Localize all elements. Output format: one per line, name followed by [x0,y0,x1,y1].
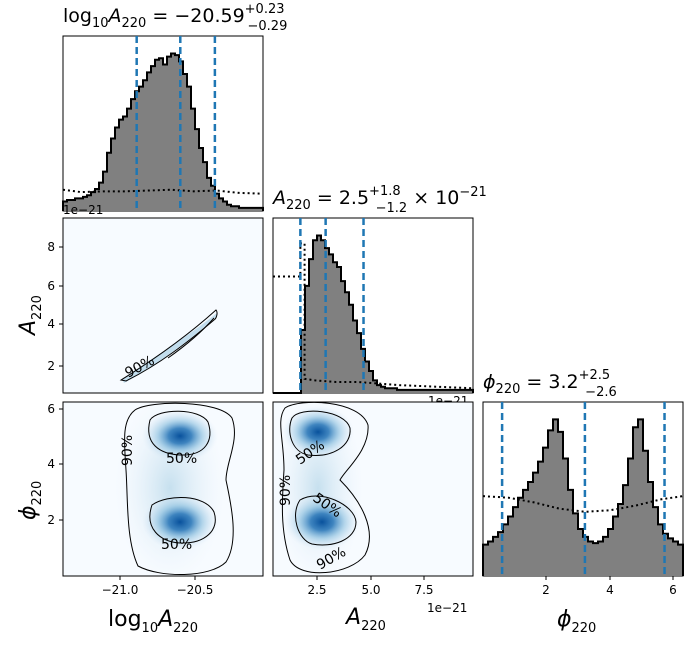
contour-90 [119,309,218,382]
title-log10A220: log10A220 = −20.59+0.23 −0.29 [63,2,287,34]
contour-inner [167,317,215,359]
x-tick-label: −20.5 [177,583,214,597]
density-blob-lower [284,494,360,550]
panel-frame [272,401,474,577]
contour-label-50: 50% [161,537,192,553]
y-ticks-phi220: 2 4 6 [47,402,63,527]
x-tick-label: 6 [669,583,677,597]
y-tick-label: 4 [47,317,55,331]
y-tick-label: 2 [47,359,55,373]
panel-A220-marginal: 1e−21 A220 = 2.5+1.8 −1.2 × 10−21 [271,184,487,408]
x-tick-label: 5.0 [361,583,380,597]
x-tick-label: −21.0 [102,583,139,597]
x-tick-label: 2 [542,583,550,597]
panel-A220-vs-log10A220: 90% 2 4 6 8 A220 [16,217,264,394]
contour-50-lower [149,496,216,544]
y-ticks-A220: 2 4 6 8 [47,240,63,373]
panel-phi220-vs-log10A220: 90% 50% 50% 2 4 6 −21.0 −20.5 ϕ220 log10… [16,401,264,636]
hist-fill-log10A220 [63,53,263,211]
x-axis-label-phi220: ϕ220 [557,607,596,636]
x-ticks-log10A220: −21.0 −20.5 [102,576,214,597]
quantile-lines-A220 [299,218,365,393]
contour-50-upper [148,410,211,456]
y-tick-label: 4 [47,457,55,471]
y-tick-label: 6 [47,402,55,416]
contour-label-90: 90% [120,435,136,466]
contour-label-90: 90% [278,475,294,506]
density-blob-lower [142,494,218,550]
y-axis-label-A220: A220 [16,295,45,337]
panel-log10A220-marginal: 1e−21 log10A220 = −20.59+0.23 −0.29 [62,2,287,217]
x-tick-label: 2.5 [307,583,326,597]
x-ticks-A220: 2.5 5.0 7.5 [307,576,434,597]
title-A220: A220 = 2.5+1.8 −1.2 × 10−21 [271,184,487,216]
panel-phi220-vs-A220: 50% 90% 50% 90% 2.5 5.0 7.5 1e−21 A220 [272,401,474,634]
density-blob-upper [282,406,354,458]
offset-text-top: 1e−21 [63,203,103,217]
title-phi220: ϕ220 = 3.2+2.5 −2.6 [483,368,617,400]
hist-fill-A220 [273,235,473,393]
panel-phi220-marginal: 2 4 6 ϕ220 = 3.2+2.5 −2.6 ϕ220 [482,368,684,636]
y-tick-label: 6 [47,279,55,293]
panel-frame [62,217,264,394]
quantile-lines-phi220 [500,402,666,576]
y-axis-label-phi220: ϕ220 [16,481,45,520]
x-tick-label: 7.5 [414,583,433,597]
hist-step-A220 [273,234,474,394]
hist-step-phi220 [482,418,684,576]
contour-50-lower [295,495,357,546]
panel-background [63,218,263,393]
density-blob-upper [142,410,218,462]
contour-label-50: 50% [166,451,197,467]
x-axis-label-A220: A220 [344,605,386,634]
panel-frame [62,401,264,577]
quantile-lines-log10A220 [135,36,217,211]
contour-90 [124,402,235,575]
offset-text-bottom: 1e−21 [427,601,467,615]
contour-90 [280,402,370,574]
y-tick-label: 2 [47,513,55,527]
hist-step-log10A220 [62,52,264,211]
x-tick-label: 4 [606,583,614,597]
x-ticks-phi220: 2 4 6 [542,576,677,597]
y-tick-label: 8 [47,240,55,254]
prior-dotted-A220 [273,242,474,390]
contour-50-upper [289,410,351,456]
x-axis-label-log10A220: log10A220 [108,607,198,636]
